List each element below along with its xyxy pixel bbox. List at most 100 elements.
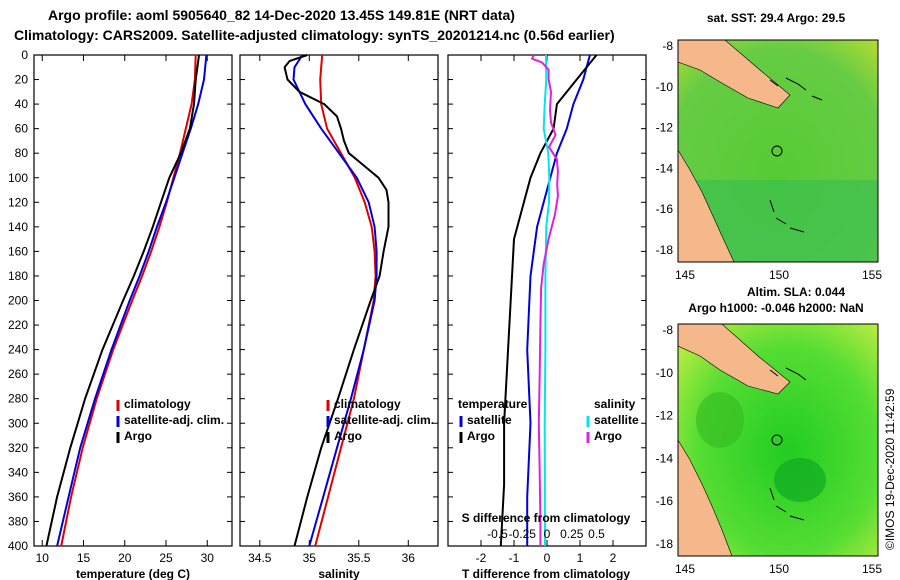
x-tick-label: 35.5 [347,551,371,565]
sst-map-frame [677,39,879,263]
y-tick-label: 380 [8,514,28,528]
sla-low-eddy [774,458,826,502]
lon-tick-label: 150 [769,268,789,282]
lat-tick-label: -16 [656,494,674,508]
y-tick-label: 80 [15,146,29,160]
x-tick-label: 30 [201,551,215,565]
y-tick-label: 40 [15,97,29,111]
x-tick-label: 1 [577,551,584,565]
sla-eddy-west [696,392,744,448]
x-tick-label: 10 [36,551,50,565]
lon-tick-label: 155 [862,268,882,282]
y-tick-label: 60 [15,122,29,136]
y-tick-label: 120 [8,195,28,209]
legend-label-climatology: climatology [334,397,401,411]
y-tick-label: 320 [8,441,28,455]
title-line-2: Climatology: CARS2009. Satellite-adjuste… [14,27,615,43]
series-line-salinity-argo [531,54,559,546]
lat-tick-label: -12 [656,121,674,135]
sst-reefs [769,77,823,233]
sst-land-new-guinea [677,39,791,109]
legend-label-argo: Argo [124,429,152,443]
temperature-axis-label: temperature (deg C) [76,567,190,580]
s-tick-label: -0.25 [509,527,537,541]
difference-panel-frame [447,54,647,547]
s-tick-label: 0 [544,527,551,541]
salinity-panel-frame [239,54,439,547]
y-tick-label: 100 [8,171,28,185]
difference-legend: temperature satellite Argo salinity sate… [458,397,639,443]
series-line-satellite-adj-clim- [56,54,208,547]
salinity-legend: climatology satellite-adj. clim. Argo [326,397,434,443]
y-tick-label: 220 [8,318,28,332]
series-line-argo [283,54,390,547]
x-tick-label: 20 [118,551,132,565]
sla-argo-location [771,434,783,446]
y-tick-label: 0 [21,48,28,62]
series-line-climatology [60,54,197,547]
lat-tick-label: -18 [656,243,674,257]
series-line-temperature-argo [499,54,598,547]
x-tick-label: 34.5 [248,551,272,565]
legend-title-temperature: temperature [458,397,528,411]
legend-label-argo: Argo [334,429,362,443]
y-tick-label: 180 [8,269,28,283]
lat-tick-label: -14 [656,161,674,175]
y-tick-label: 280 [8,392,28,406]
temperature-legend: climatology satellite-adj. clim. Argo [116,397,224,443]
sla-map [677,323,879,557]
lat-tick-label: -10 [656,80,674,94]
lat-tick-label: -10 [656,366,674,380]
sst-map [677,39,879,263]
x-tick-label: -1 [509,551,520,565]
x-tick-label: 2 [610,551,617,565]
y-tick-label: 160 [8,244,28,258]
lon-tick-label: 145 [675,562,695,576]
y-tick-label: 300 [8,416,28,430]
sst-map-title: sat. SST: 29.4 Argo: 29.5 [707,11,846,25]
lon-tick-label: 145 [675,268,695,282]
x-tick-label: 0 [544,551,551,565]
legend-label-satellite: satellite-adj. clim. [334,413,434,427]
lon-tick-label: 155 [862,562,882,576]
legend-label-t-argo: Argo [467,429,495,443]
difference-axis-label: T difference from climatology [462,567,630,580]
s-tick-label: -0.5 [487,527,508,541]
lat-tick-label: -8 [662,323,673,337]
series-line-argo [45,54,200,547]
sla-land-new-guinea [677,323,791,395]
legend-title-salinity: salinity [594,397,636,411]
lat-tick-label: -18 [656,537,674,551]
y-tick-label: 340 [8,465,28,479]
y-tick-label: 360 [8,490,28,504]
legend-label-s-satellite: satellite [594,413,639,427]
lat-tick-label: -14 [656,451,674,465]
y-tick-label: 240 [8,343,28,357]
series-line-satellite-adj-clim- [292,54,378,547]
x-tick-label: 36 [402,551,416,565]
legend-label-t-satellite: satellite [467,413,512,427]
title-line-1: Argo profile: aoml 5905640_82 14-Dec-202… [48,7,515,23]
x-tick-label: -2 [476,551,487,565]
series-line-temperature-satellite [526,54,591,546]
x-tick-label: 25 [159,551,173,565]
profile-plots: 10 15 20 25 30 34.5 35 35.5 36 -2 -1 0 1 202040608010… [8,48,646,565]
legend-label-climatology: climatology [124,397,191,411]
sla-map-title-2: Argo h1000: -0.046 h2000: NaN [688,301,863,315]
sla-map-frame [677,323,879,557]
legend-label-s-argo: Argo [594,429,622,443]
lon-tick-label: 150 [769,562,789,576]
legend-label-satellite: satellite-adj. clim. [124,413,224,427]
y-tick-label: 400 [8,539,28,553]
x-tick-label: 35 [303,551,317,565]
y-tick-label: 260 [8,367,28,381]
lat-tick-label: -12 [656,409,674,423]
s-difference-axis-label: S difference from climatology [462,511,631,525]
sla-reefs [769,367,807,521]
y-tick-label: 20 [15,73,29,87]
x-tick-label: 15 [77,551,91,565]
credit: ©IMOS 19-Dec-2020 11:42:59 [883,388,897,550]
series-line-climatology [314,54,377,547]
